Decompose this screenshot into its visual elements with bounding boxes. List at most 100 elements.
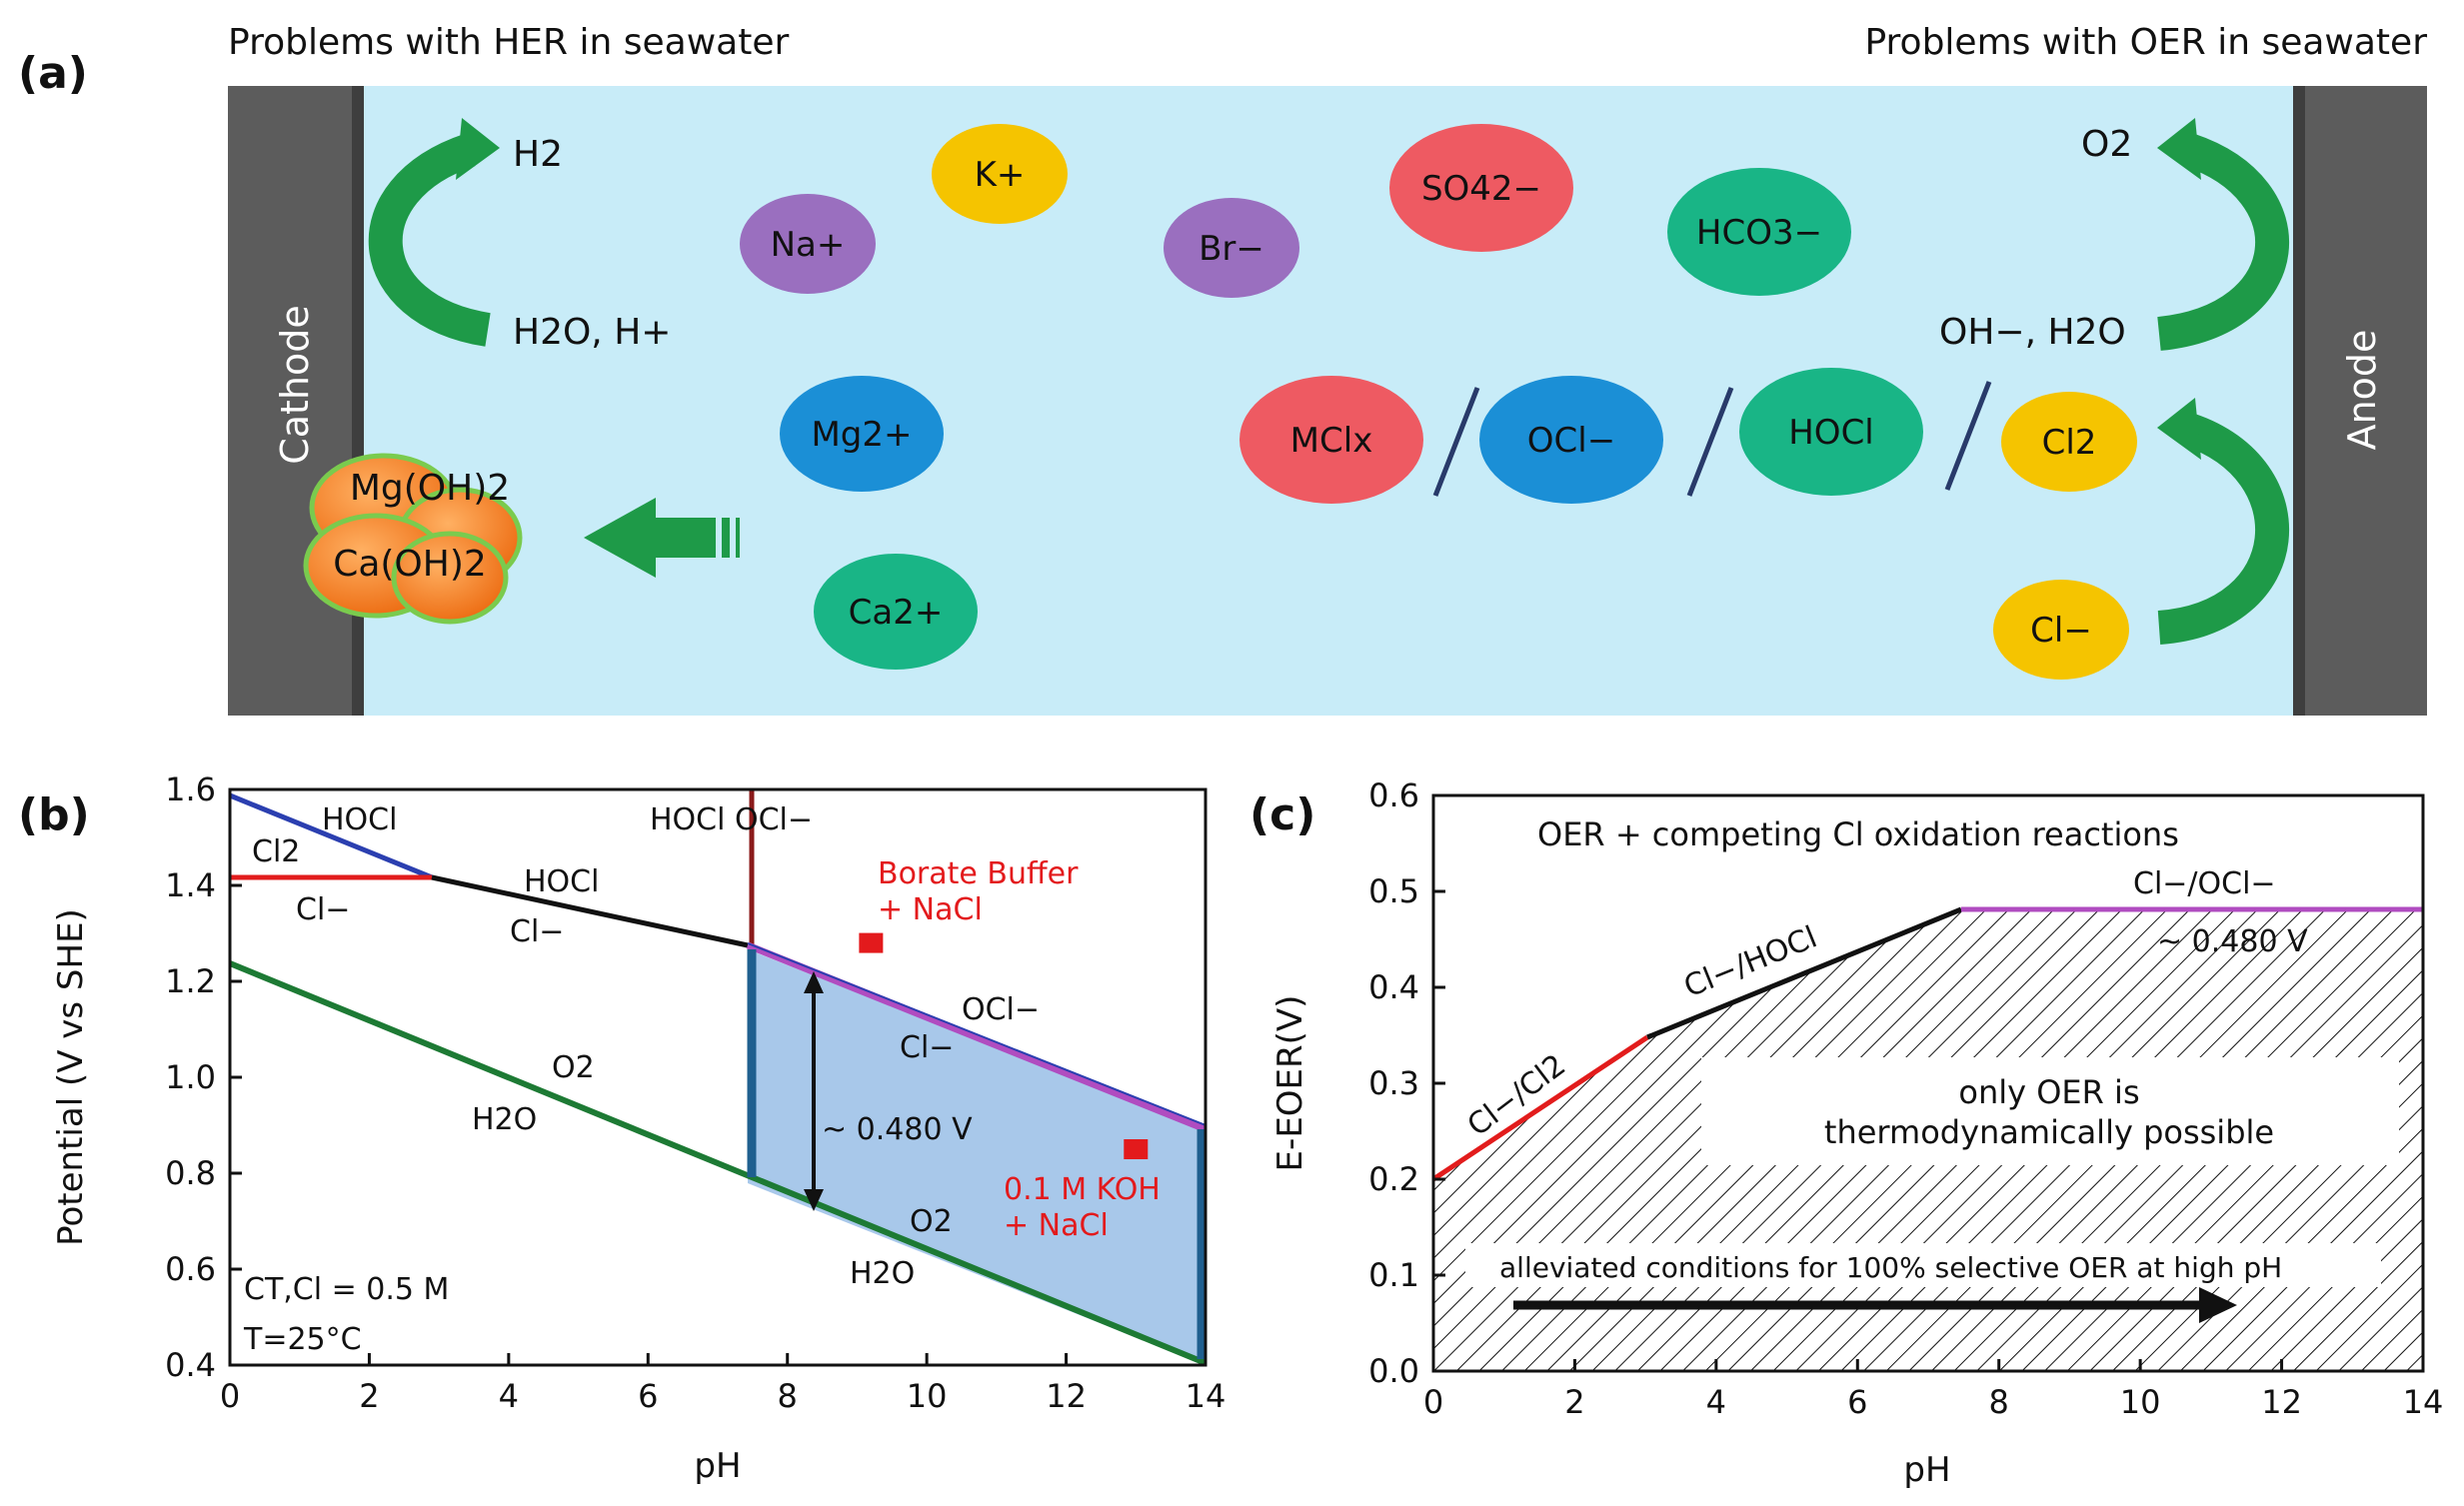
- b-label-h2o-right: H2O: [850, 1256, 915, 1291]
- ion-mclx: MClx: [1239, 376, 1423, 504]
- c-ytick-label: 0.2: [1368, 1160, 1419, 1198]
- c-xtick-label: 6: [1847, 1383, 1867, 1421]
- b-xtick-label: 4: [499, 1377, 519, 1415]
- svg-text:Mg2+: Mg2+: [811, 415, 912, 455]
- b-label-hocl-ocl: HOCl OCl−: [650, 802, 813, 837]
- b-label-ocl: OCl−: [962, 992, 1040, 1027]
- region-lines: [230, 789, 1206, 1365]
- svg-text:Cl−: Cl−: [2030, 611, 2092, 651]
- b-xtick-label: 8: [778, 1377, 798, 1415]
- b-gap-label: ~ 0.480 V: [822, 1112, 973, 1147]
- cathode-electrode: Cathode: [228, 86, 364, 716]
- c-ytick-label: 0.3: [1368, 1064, 1419, 1102]
- c-xlabel: pH: [1903, 1450, 1950, 1490]
- b-ytick-label: 0.6: [165, 1250, 216, 1288]
- b-ytick-label: 0.4: [165, 1346, 216, 1384]
- oer-curved-arrow: [2156, 118, 2290, 351]
- c-ytick-label: 0.1: [1368, 1256, 1419, 1294]
- precipitate-mgoh2: Mg(OH)2: [350, 468, 510, 509]
- ion-ocl: OCl−: [1479, 376, 1663, 504]
- ion-br-minus: Br−: [1164, 198, 1299, 298]
- ion-so4: SO42−: [1389, 124, 1573, 252]
- b-temp-label: T=25°C: [243, 1322, 362, 1357]
- b-xtick-label: 14: [1186, 1377, 1227, 1415]
- precipitation-arrow: [584, 498, 740, 578]
- b-xtick-label: 6: [638, 1377, 658, 1415]
- c-xtick-label: 12: [2261, 1383, 2302, 1421]
- b-ytick-label: 0.8: [165, 1154, 216, 1192]
- c-ytick-label: 0.0: [1368, 1352, 1419, 1390]
- c-xtick-label: 14: [2403, 1383, 2444, 1421]
- b-ytick-label: 1.4: [165, 866, 216, 904]
- c-ytick-label: 0.4: [1368, 968, 1419, 1006]
- b-xlabel: pH: [694, 1446, 741, 1486]
- svg-text:OCl−: OCl−: [1527, 421, 1615, 461]
- chloride-curved-arrow: [2157, 398, 2289, 645]
- anode-label: Anode: [2340, 330, 2384, 451]
- panel-b-label: (b): [18, 789, 90, 840]
- precipitate-cluster: Mg(OH)2 Ca(OH)2: [303, 453, 523, 625]
- svg-text:HCO3−: HCO3−: [1696, 213, 1822, 253]
- c-ytick-label: 0.6: [1368, 776, 1419, 814]
- b-label-hocl-top: HOCl: [322, 802, 397, 837]
- her-reactant-label: H2O, H+: [513, 312, 671, 353]
- svg-text:SO42−: SO42−: [1421, 169, 1541, 209]
- svg-text:K+: K+: [975, 155, 1026, 195]
- panel-b-axes: 0 2 4 6 8 10 12 14 0.4 0.6 0.8 1.0 1.2 1.4 1.6: [165, 770, 1226, 1415]
- selectivity-arrow: [1513, 1287, 2237, 1323]
- line-cl-hocl: [1646, 906, 1962, 1040]
- hatched-region: [1433, 909, 2423, 1371]
- ion-hco3: HCO3−: [1667, 168, 1851, 296]
- c-xtick-label: 10: [2120, 1383, 2161, 1421]
- threshold-lines: [1431, 906, 2423, 1182]
- svg-text:Ca2+: Ca2+: [849, 593, 944, 633]
- b-xtick-label: 2: [359, 1377, 379, 1415]
- panel-a-label: (a): [18, 48, 88, 99]
- data-marker: [1124, 1139, 1149, 1159]
- c-header: OER + competing Cl oxidation reactions: [1537, 815, 2179, 853]
- b-ytick-label: 1.0: [165, 1058, 216, 1096]
- panel-c-axes: 0 2 4 6 8 10 12 14 0.0 0.1 0.2 0.3 0.4 0.5 0.6: [1368, 776, 2443, 1421]
- b-borate-2: + NaCl: [878, 892, 983, 927]
- b-label-cl2: Cl2: [252, 834, 300, 869]
- c-alleviated: alleviated conditions for 100% selective…: [1499, 1251, 2282, 1284]
- b-ylabel: Potential (V vs SHE): [51, 908, 91, 1246]
- b-borate-1: Borate Buffer: [878, 856, 1079, 891]
- only-oer-box: [1701, 1057, 2399, 1165]
- c-gap-label: ~ 0.480 V: [2157, 924, 2308, 959]
- line-oer: [230, 960, 1206, 1365]
- line-cl2-hocl: [230, 792, 433, 880]
- line-ocl-cl: [746, 941, 1206, 1133]
- ion-hocl: HOCl: [1739, 368, 1923, 496]
- ion-cl2: Cl2: [2001, 392, 2137, 492]
- panel-b-frame: [228, 787, 1208, 1367]
- her-curved-arrow: [368, 118, 500, 347]
- gap-arrow: [804, 971, 824, 1211]
- line-cl-cl2: [1431, 1034, 1649, 1182]
- panel-c-label: (c): [1249, 789, 1315, 840]
- svg-text:Br−: Br−: [1199, 229, 1264, 269]
- selectivity-window-shade: [748, 949, 1206, 1365]
- c-only-oer-1: only OER is: [1958, 1073, 2139, 1111]
- c-cl-cl2: Cl−/Cl2: [1461, 1047, 1572, 1143]
- panel-b-plot: [228, 787, 1208, 1367]
- anode-electrode: Anode: [2293, 86, 2427, 716]
- panel-a: (a) Problems with HER in seawater Proble…: [18, 22, 2427, 716]
- precipitate-caoh2: Ca(OH)2: [333, 544, 487, 585]
- b-koh-1: 0.1 M KOH: [1004, 1172, 1161, 1207]
- c-xtick-label: 2: [1564, 1383, 1584, 1421]
- oer-product-label: O2: [2081, 124, 2132, 165]
- ion-na-plus: Na+: [740, 194, 876, 294]
- b-label-cl-right: Cl−: [900, 1030, 954, 1065]
- svg-text:Cl2: Cl2: [2042, 423, 2097, 463]
- line-hocl-cl: [431, 874, 749, 948]
- svg-text:Na+: Na+: [771, 225, 846, 265]
- b-xtick-label: 12: [1046, 1377, 1087, 1415]
- b-xtick-label: 10: [907, 1377, 948, 1415]
- b-label-o2-right: O2: [910, 1204, 953, 1239]
- oer-reactant-label: OH−, H2O: [1939, 312, 2126, 353]
- b-ytick-label: 1.6: [165, 770, 216, 808]
- c-only-oer-2: thermodynamically possible: [1824, 1113, 2274, 1151]
- panel-b-markers: [859, 932, 1149, 1159]
- b-label-cl-left: Cl−: [296, 892, 350, 927]
